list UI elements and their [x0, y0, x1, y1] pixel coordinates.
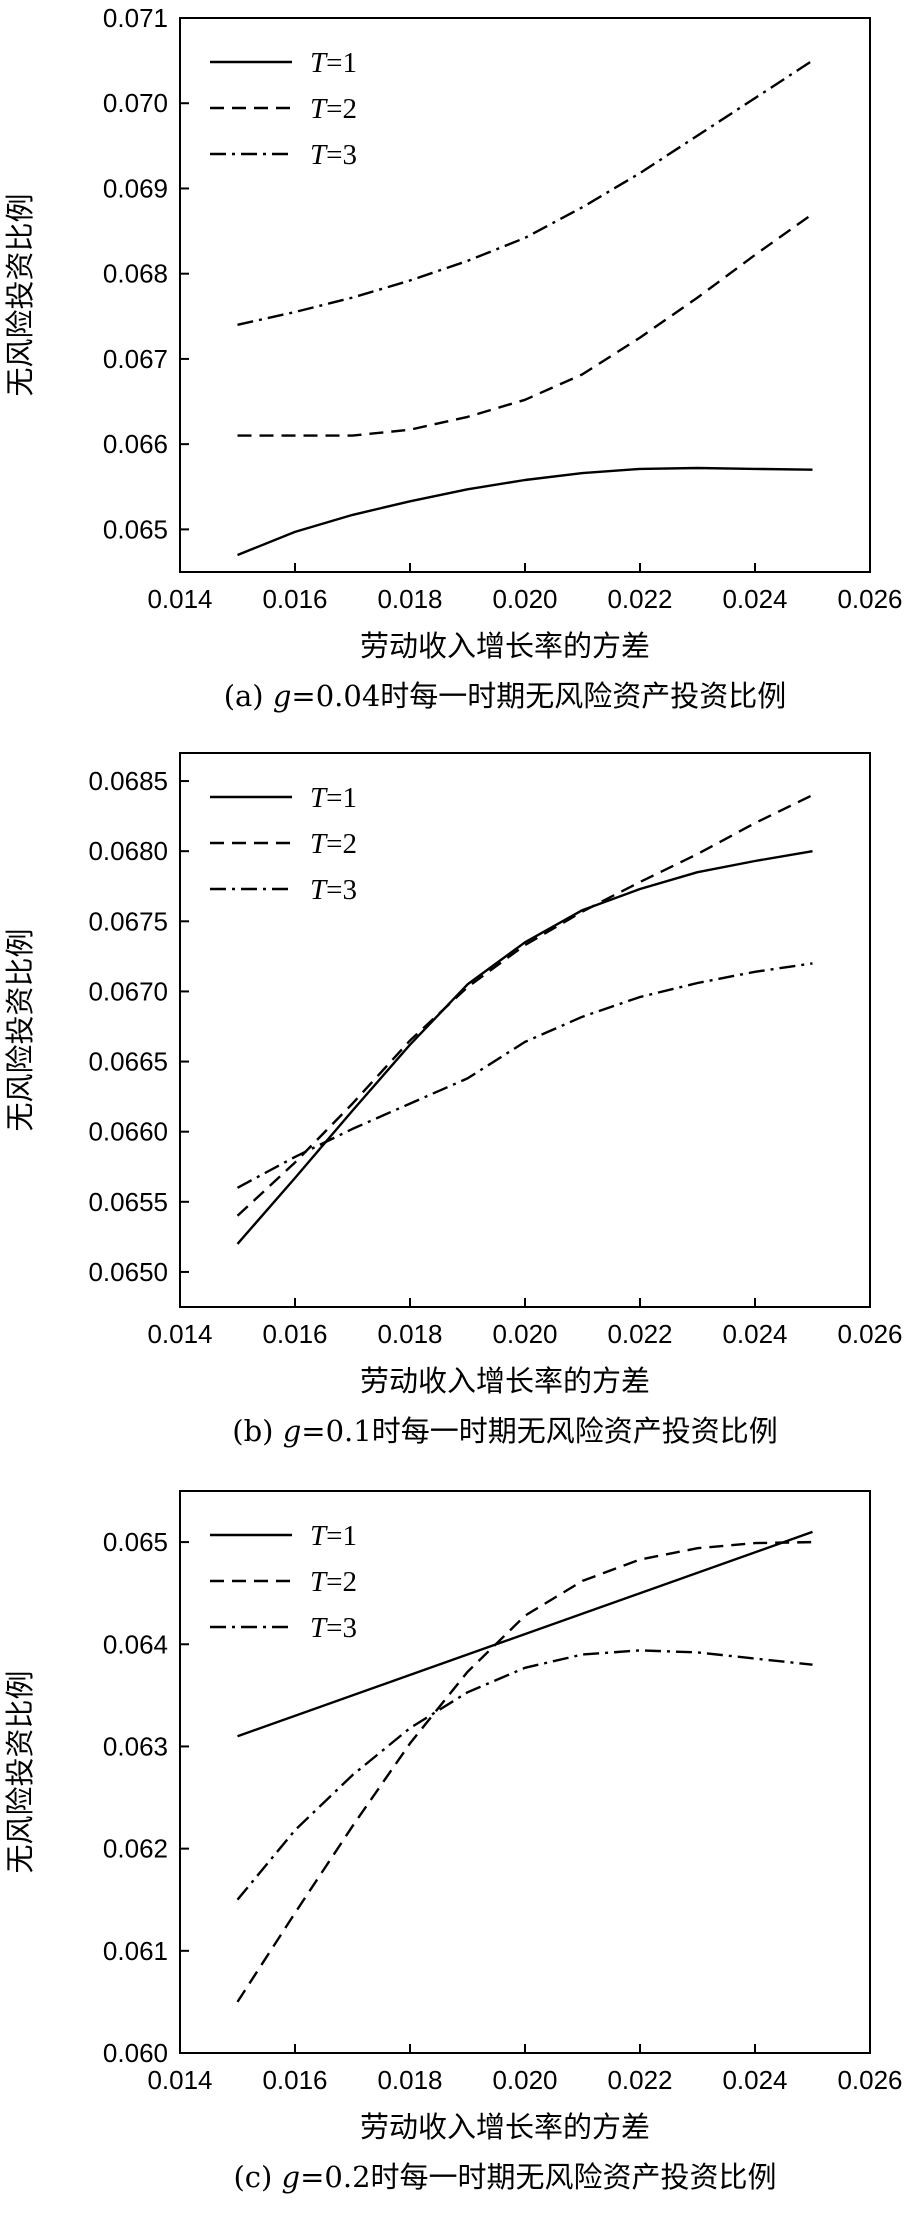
series-line-T2	[236, 1540, 813, 2003]
plot-frame	[179, 1490, 871, 2054]
figure-caption: (b) g=0.1时每一时期无风险资产投资比例	[232, 1414, 777, 1448]
series-line-T3	[237, 59, 814, 326]
x-tick-label: 0.016	[262, 2065, 327, 2095]
x-tick-label: 0.018	[377, 2065, 442, 2095]
x-tick-label: 0.022	[607, 1319, 672, 1349]
chart-b-svg: 0.014 0.016 0.018 0.020 0.022 0.024 0.026 0.065…	[3, 752, 903, 1448]
y-axis-title: 无风险投资比例	[3, 1670, 37, 1873]
y-tick-label: 0.067	[103, 344, 168, 374]
series-line-T1	[236, 850, 813, 1245]
x-tick-label: 0.014	[147, 2065, 212, 2095]
x-tick-label: 0.024	[722, 584, 787, 614]
x-tick-label: 0.020	[492, 2065, 557, 2095]
chart-c-svg: 0.014 0.016 0.018 0.020 0.022 0.024 0.026 0.060…	[3, 1490, 903, 2194]
y-tick-label: 0.068	[103, 259, 168, 289]
y-tick-label: 0.064	[103, 1629, 168, 1659]
y-tick-label: 0.0685	[88, 766, 168, 796]
x-tick-label: 0.018	[377, 584, 442, 614]
y-tick-label: 0.0680	[88, 836, 168, 866]
chart-panel-b: 0.014 0.016 0.018 0.020 0.022 0.024 0.026 0.065…	[0, 735, 921, 1473]
y-tick-label: 0.0675	[88, 906, 168, 936]
plot-frame	[179, 17, 871, 573]
x-tick-label: 0.024	[722, 1319, 787, 1349]
y-tick-label: 0.070	[103, 88, 168, 118]
y-tick-label: 0.0650	[88, 1257, 168, 1287]
x-tick-label: 0.020	[492, 1319, 557, 1349]
x-tick-label: 0.020	[492, 584, 557, 614]
series-line-T3	[236, 962, 813, 1189]
y-tick-label: 0.069	[103, 173, 168, 203]
y-tick-label: 0.065	[103, 514, 168, 544]
figure-caption: (c) g=0.2时每一时期无风险资产投资比例	[233, 2160, 776, 2194]
y-axis-title: 无风险投资比例	[3, 928, 37, 1131]
legend-label-T2: T=2	[310, 828, 357, 860]
x-axis-title: 劳动收入增长率的方差	[360, 2110, 650, 2144]
legend-label-T3: T=3	[310, 139, 357, 171]
x-tick-label: 0.024	[722, 2065, 787, 2095]
legend-label-T3: T=3	[310, 874, 357, 906]
y-tick-label: 0.060	[103, 2038, 168, 2068]
series-line-T1	[237, 466, 813, 557]
chart-panel-c: 0.014 0.016 0.018 0.020 0.022 0.024 0.026 0.060…	[0, 1473, 921, 2215]
series-line-T1	[237, 1530, 813, 1738]
x-tick-label: 0.014	[147, 584, 212, 614]
y-tick-label: 0.0660	[88, 1117, 168, 1147]
y-tick-label: 0.062	[103, 1834, 168, 1864]
x-tick-label: 0.026	[837, 2065, 902, 2095]
x-axis-title: 劳动收入增长率的方差	[360, 1364, 650, 1398]
y-tick-label: 0.066	[103, 429, 168, 459]
series-line-T3	[236, 1649, 813, 1901]
chart-a-svg: 0.014 0.016 0.018 0.020 0.022 0.024 0.026 0.065…	[3, 3, 903, 713]
legend-label-T3: T=3	[310, 1612, 357, 1644]
legend-label-T1: T=1	[310, 47, 357, 79]
series-line-T2	[236, 794, 814, 1217]
figure-caption: (a) g=0.04时每一时期无风险资产投资比例	[224, 679, 787, 713]
y-tick-label: 0.0665	[88, 1047, 168, 1077]
legend-label-T2: T=2	[310, 1566, 357, 1598]
x-tick-label: 0.016	[262, 1319, 327, 1349]
x-tick-label: 0.014	[147, 1319, 212, 1349]
x-axis-title: 劳动收入增长率的方差	[360, 629, 650, 663]
legend-label-T1: T=1	[310, 1520, 357, 1552]
y-tick-label: 0.061	[103, 1936, 168, 1966]
y-tick-label: 0.065	[103, 1527, 168, 1557]
y-tick-label: 0.0655	[88, 1187, 168, 1217]
y-axis-title: 无风险投资比例	[3, 193, 37, 396]
series-line-T2	[237, 213, 814, 437]
x-tick-label: 0.016	[262, 584, 327, 614]
x-tick-label: 0.022	[607, 2065, 672, 2095]
chart-panel-a: 0.014 0.016 0.018 0.020 0.022 0.024 0.026 0.065…	[0, 0, 921, 735]
x-tick-label: 0.026	[837, 1319, 902, 1349]
x-tick-label: 0.018	[377, 1319, 442, 1349]
plot-frame	[179, 752, 871, 1308]
x-tick-label: 0.026	[837, 584, 902, 614]
y-tick-label: 0.0670	[88, 976, 168, 1006]
y-tick-label: 0.071	[103, 3, 168, 33]
legend-label-T1: T=1	[310, 782, 357, 814]
legend-label-T2: T=2	[310, 93, 357, 125]
y-tick-label: 0.063	[103, 1731, 168, 1761]
x-tick-label: 0.022	[607, 584, 672, 614]
